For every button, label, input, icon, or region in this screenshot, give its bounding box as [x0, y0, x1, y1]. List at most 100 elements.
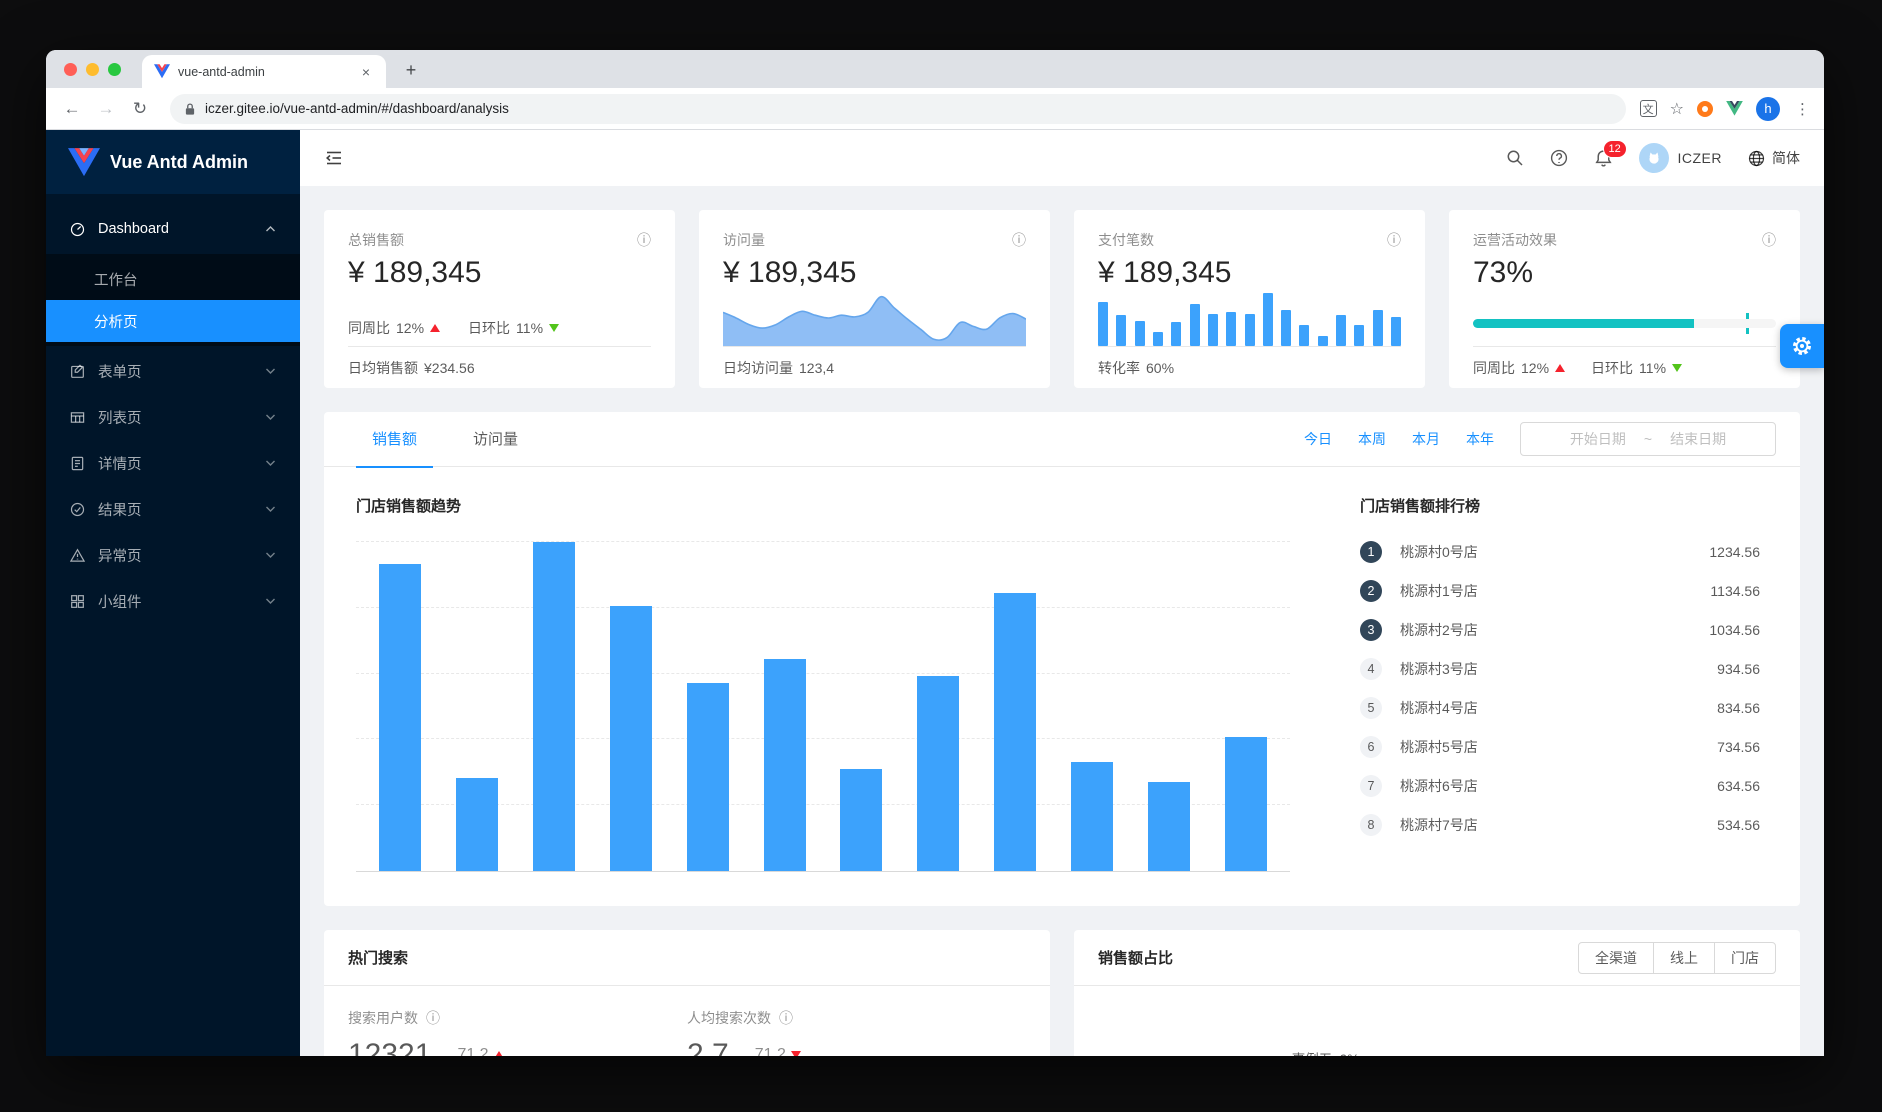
info-icon[interactable]: ⓘ [426, 1008, 440, 1028]
date-start-placeholder: 开始日期 [1570, 429, 1626, 449]
forward-button[interactable]: → [92, 95, 120, 123]
user-menu[interactable]: ICZER [1639, 143, 1723, 173]
bar [917, 676, 959, 871]
rank-badge: 7 [1360, 775, 1382, 797]
vue-devtools-icon[interactable] [1726, 101, 1743, 116]
notification-bell-icon[interactable]: 12 [1594, 149, 1613, 168]
mini-bar [1336, 315, 1346, 346]
gear-icon [1790, 334, 1814, 358]
rank-store-name: 桃源村4号店 [1400, 698, 1478, 718]
info-icon[interactable]: ⓘ [1762, 230, 1776, 250]
payments-bar-chart [1098, 290, 1401, 346]
reload-button[interactable]: ↻ [126, 95, 154, 123]
close-window-button[interactable] [64, 63, 77, 76]
browser-profile-avatar[interactable]: h [1756, 97, 1780, 121]
info-icon[interactable]: ⓘ [1012, 230, 1026, 250]
search-icon[interactable] [1506, 149, 1524, 167]
translate-icon[interactable]: 文 [1640, 100, 1657, 117]
back-button[interactable]: ← [58, 95, 86, 123]
channel-button[interactable]: 线上 [1653, 942, 1715, 974]
rank-badge: 2 [1360, 580, 1382, 602]
url-bar[interactable]: iczer.gitee.io/vue-antd-admin/#/dashboar… [170, 94, 1626, 124]
card-title: 总销售额 [348, 230, 404, 250]
browser-tab[interactable]: vue-antd-admin × [142, 55, 386, 88]
card-title: 运营活动效果 [1473, 230, 1557, 250]
card-value: ¥ 189,345 [1098, 254, 1401, 292]
app-header: 12 ICZER [300, 130, 1824, 186]
gridline [356, 541, 1290, 542]
new-tab-button[interactable]: + [398, 57, 424, 83]
caret-down-icon [1672, 364, 1682, 372]
window-controls[interactable] [64, 63, 121, 76]
date-range-picker[interactable]: 开始日期 ~ 结束日期 [1520, 422, 1776, 456]
sales-trend-block: 门店销售额趋势 [356, 495, 1360, 872]
minimize-window-button[interactable] [86, 63, 99, 76]
language-switcher[interactable]: 简体 [1748, 148, 1800, 168]
app-logo[interactable]: Vue Antd Admin [46, 130, 300, 194]
page-content: 总销售额 ⓘ ¥ 189,345 同周比12% 日环比11% 日均销售额¥234… [300, 186, 1824, 1056]
quick-link[interactable]: 本年 [1466, 429, 1494, 449]
sidebar-item-6[interactable]: 小组件 [46, 580, 300, 622]
app-root: Vue Antd Admin Dashboard工作台分析页表单页列表页详情页结… [46, 130, 1824, 1056]
trend-row: 同周比12% 日环比11% [348, 318, 559, 338]
ranking-row: 5桃源村4号店834.56 [1360, 688, 1760, 727]
mini-bar [1373, 310, 1383, 346]
menu-fold-icon[interactable] [324, 148, 344, 168]
progress-target-marker [1746, 313, 1749, 334]
maximize-window-button[interactable] [108, 63, 121, 76]
theme-settings-button[interactable] [1780, 324, 1824, 368]
check-circle-icon [70, 502, 86, 517]
sidebar-item-label: Dashboard [98, 221, 169, 237]
info-icon[interactable]: ⓘ [1387, 230, 1401, 250]
sidebar-item-3[interactable]: 详情页 [46, 442, 300, 484]
quick-link[interactable]: 本周 [1358, 429, 1386, 449]
vue-logo-icon [68, 148, 100, 177]
stat-card-visits: 访问量 ⓘ ¥ 189,345 日均访问量123,4 [699, 210, 1050, 388]
sidebar-submenu: 工作台分析页 [46, 254, 300, 346]
sidebar-item-5[interactable]: 异常页 [46, 534, 300, 576]
sidebar-item-4[interactable]: 结果页 [46, 488, 300, 530]
sales-bar-chart [356, 542, 1290, 872]
sidebar-subitem[interactable]: 工作台 [46, 258, 300, 300]
ranking-row: 4桃源村3号店934.56 [1360, 649, 1760, 688]
bar [533, 542, 575, 871]
chevron-down-icon [265, 413, 276, 421]
help-icon[interactable] [1550, 149, 1568, 167]
ranking-row: 6桃源村5号店734.56 [1360, 727, 1760, 766]
sidebar-item-1[interactable]: 表单页 [46, 350, 300, 392]
tab-sales[interactable]: 销售额 [356, 412, 433, 467]
chevron-up-icon [265, 225, 276, 233]
browser-menu-icon[interactable]: ⋮ [1793, 100, 1812, 118]
sales-panel: 销售额 访问量 今日 本周 本月 本年 开始日期 ~ 结束日期 [324, 412, 1800, 906]
sidebar: Vue Antd Admin Dashboard工作台分析页表单页列表页详情页结… [46, 130, 300, 1056]
quick-link[interactable]: 今日 [1304, 429, 1332, 449]
info-icon[interactable]: ⓘ [779, 1008, 793, 1028]
visits-area-chart [723, 290, 1026, 346]
tab-visits[interactable]: 访问量 [457, 412, 534, 467]
footer-label: 转化率 [1098, 358, 1140, 378]
sidebar-subitem[interactable]: 分析页 [46, 300, 300, 342]
rank-store-value: 1034.56 [1709, 622, 1760, 638]
bar [994, 593, 1036, 871]
quick-link[interactable]: 本月 [1412, 429, 1440, 449]
table-icon [70, 410, 86, 425]
rank-store-value: 834.56 [1717, 700, 1760, 716]
hot-search-card: 热门搜索 搜索用户数ⓘ 12321 71.2 [324, 930, 1050, 1056]
info-icon[interactable]: ⓘ [637, 230, 651, 250]
card-title: 热门搜索 [348, 947, 408, 968]
chevron-down-icon [265, 551, 276, 559]
globe-icon [1748, 150, 1765, 167]
rank-store-value: 1134.56 [1710, 583, 1760, 599]
tab-close-icon[interactable]: × [358, 64, 374, 80]
app-title: Vue Antd Admin [110, 152, 248, 173]
channel-button[interactable]: 门店 [1714, 942, 1776, 974]
bookmark-star-icon[interactable]: ☆ [1670, 99, 1684, 119]
gridline [356, 607, 1290, 608]
extension-icon[interactable] [1697, 101, 1713, 117]
language-label: 简体 [1772, 148, 1800, 168]
rank-store-name: 桃源村6号店 [1400, 776, 1478, 796]
channel-button[interactable]: 全渠道 [1578, 942, 1654, 974]
rank-store-name: 桃源村0号店 [1400, 542, 1478, 562]
sidebar-item-0[interactable]: Dashboard [46, 208, 300, 250]
sidebar-item-2[interactable]: 列表页 [46, 396, 300, 438]
